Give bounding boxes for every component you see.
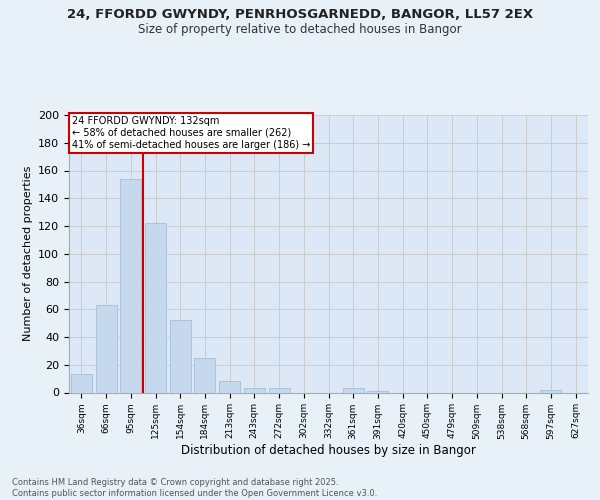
Bar — [95, 305, 116, 392]
Bar — [541, 390, 562, 392]
Bar — [71, 374, 92, 392]
Text: Size of property relative to detached houses in Bangor: Size of property relative to detached ho… — [138, 22, 462, 36]
Bar — [343, 388, 364, 392]
Text: 24, FFORDD GWYNDY, PENRHOSGARNEDD, BANGOR, LL57 2EX: 24, FFORDD GWYNDY, PENRHOSGARNEDD, BANGO… — [67, 8, 533, 20]
Bar — [170, 320, 191, 392]
Bar — [244, 388, 265, 392]
Bar — [367, 391, 388, 392]
Bar — [120, 179, 141, 392]
X-axis label: Distribution of detached houses by size in Bangor: Distribution of detached houses by size … — [181, 444, 476, 457]
Bar — [145, 223, 166, 392]
Text: 24 FFORDD GWYNDY: 132sqm
← 58% of detached houses are smaller (262)
41% of semi-: 24 FFORDD GWYNDY: 132sqm ← 58% of detach… — [71, 116, 310, 150]
Y-axis label: Number of detached properties: Number of detached properties — [23, 166, 32, 342]
Bar — [219, 382, 240, 392]
Bar — [194, 358, 215, 392]
Bar — [269, 388, 290, 392]
Text: Contains HM Land Registry data © Crown copyright and database right 2025.
Contai: Contains HM Land Registry data © Crown c… — [12, 478, 377, 498]
